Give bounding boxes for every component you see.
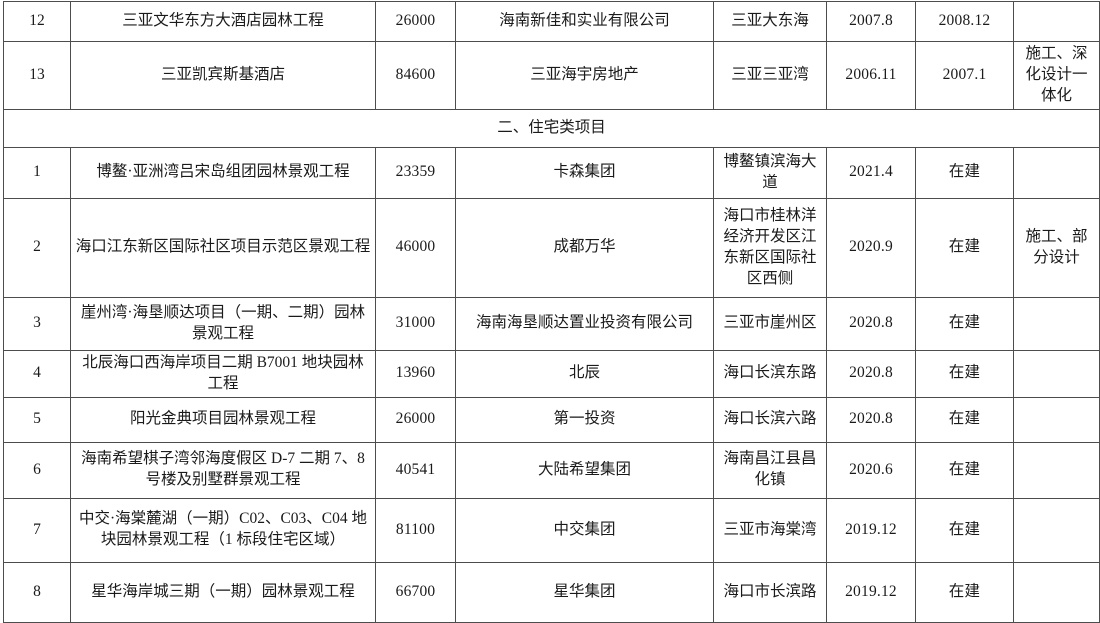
cell-project-name: 海口江东新区国际社区项目示范区景观工程 [70, 197, 376, 298]
cell-area: 84600 [375, 41, 456, 110]
cell-remark [1013, 296, 1100, 351]
table-row: 2 海口江东新区国际社区项目示范区景观工程 46000 成都万华 海口市桂林洋经济开发区… [3, 197, 1100, 298]
cell-location: 海南昌江县昌化镇 [713, 441, 827, 499]
cell-serial-number: 8 [3, 561, 71, 623]
cell-remark [1013, 1, 1100, 42]
cell-serial-number: 2 [3, 197, 71, 298]
cell-area: 26000 [375, 396, 456, 443]
cell-location: 三亚市海棠湾 [713, 497, 827, 563]
cell-area: 46000 [375, 197, 456, 298]
cell-serial-number: 1 [3, 146, 71, 199]
table-row: 13 三亚凯宾斯基酒店 84600 三亚海宇房地产 三亚三亚湾 2006.11 2007.1… [3, 41, 1100, 110]
cell-remark: 施工、深化设计一体化 [1013, 41, 1100, 110]
cell-owner: 星华集团 [455, 561, 714, 623]
table-row: 3 崖州湾·海垦顺达项目（一期、二期）园林景观工程 31000 海南海垦顺达置业投资有… [3, 296, 1100, 351]
cell-project-name: 三亚文华东方大酒店园林工程 [70, 1, 376, 42]
cell-location: 海口市桂林洋经济开发区江东新区国际社区西侧 [713, 197, 827, 298]
cell-owner: 海南新佳和实业有限公司 [455, 1, 714, 42]
cell-owner: 大陆希望集团 [455, 441, 714, 499]
cell-project-name: 中交·海棠麓湖（一期）C02、C03、C04 地块园林景观工程（1 标段住宅区域… [70, 497, 376, 563]
cell-area: 81100 [375, 497, 456, 563]
cell-project-name: 崖州湾·海垦顺达项目（一期、二期）园林景观工程 [70, 296, 376, 351]
cell-serial-number: 3 [3, 296, 71, 351]
cell-start-date: 2019.12 [826, 497, 916, 563]
cell-end-date: 在建 [915, 396, 1014, 443]
cell-start-date: 2020.6 [826, 441, 916, 499]
cell-area: 13960 [375, 349, 456, 398]
cell-end-date: 2007.1 [915, 41, 1014, 110]
cell-end-date: 在建 [915, 497, 1014, 563]
cell-owner: 第一投资 [455, 396, 714, 443]
cell-end-date: 在建 [915, 441, 1014, 499]
cell-serial-number: 13 [3, 41, 71, 110]
cell-project-name: 星华海岸城三期（一期）园林景观工程 [70, 561, 376, 623]
cell-location: 海口长滨东路 [713, 349, 827, 398]
cell-serial-number: 5 [3, 396, 71, 443]
table-row: 5 阳光金典项目园林景观工程 26000 第一投资 海口长滨六路 2020.8 在建 [3, 396, 1100, 443]
table-row: 6 海南希望棋子湾邻海度假区 D-7 二期 7、8 号楼及别墅群景观工程 40541… [3, 441, 1100, 499]
cell-start-date: 2020.9 [826, 197, 916, 298]
project-list-table: 12 三亚文华东方大酒店园林工程 26000 海南新佳和实业有限公司 三亚大东海 2007… [3, 1, 1100, 623]
cell-location: 海口长滨六路 [713, 396, 827, 443]
cell-project-name: 三亚凯宾斯基酒店 [70, 41, 376, 110]
cell-area: 23359 [375, 146, 456, 199]
cell-end-date: 在建 [915, 197, 1014, 298]
cell-start-date: 2020.8 [826, 349, 916, 398]
cell-location: 三亚三亚湾 [713, 41, 827, 110]
cell-remark [1013, 441, 1100, 499]
cell-owner: 成都万华 [455, 197, 714, 298]
cell-location: 三亚大东海 [713, 1, 827, 42]
cell-end-date: 在建 [915, 296, 1014, 351]
table-body: 12 三亚文华东方大酒店园林工程 26000 海南新佳和实业有限公司 三亚大东海 2007… [3, 1, 1100, 623]
cell-remark [1013, 349, 1100, 398]
cell-start-date: 2007.8 [826, 1, 916, 42]
cell-start-date: 2019.12 [826, 561, 916, 623]
cell-serial-number: 7 [3, 497, 71, 563]
cell-project-name: 博鳌·亚洲湾吕宋岛组团园林景观工程 [70, 146, 376, 199]
cell-location: 海口市长滨路 [713, 561, 827, 623]
table-row: 1 博鳌·亚洲湾吕宋岛组团园林景观工程 23359 卡森集团 博鳌镇滨海大道 2021.4… [3, 146, 1100, 199]
cell-remark [1013, 396, 1100, 443]
cell-start-date: 2020.8 [826, 396, 916, 443]
cell-owner: 中交集团 [455, 497, 714, 563]
cell-end-date: 在建 [915, 561, 1014, 623]
cell-location: 博鳌镇滨海大道 [713, 146, 827, 199]
table-row: 8 星华海岸城三期（一期）园林景观工程 66700 星华集团 海口市长滨路 2019.12… [3, 561, 1100, 623]
cell-end-date: 在建 [915, 349, 1014, 398]
cell-owner: 三亚海宇房地产 [455, 41, 714, 110]
cell-start-date: 2006.11 [826, 41, 916, 110]
cell-owner: 北辰 [455, 349, 714, 398]
section-title: 二、住宅类项目 [3, 108, 1100, 148]
cell-end-date: 2008.12 [915, 1, 1014, 42]
cell-owner: 海南海垦顺达置业投资有限公司 [455, 296, 714, 351]
cell-serial-number: 4 [3, 349, 71, 398]
cell-location: 三亚市崖州区 [713, 296, 827, 351]
cell-area: 31000 [375, 296, 456, 351]
cell-start-date: 2021.4 [826, 146, 916, 199]
section-header-row: 二、住宅类项目 [3, 108, 1100, 148]
table-row: 12 三亚文华东方大酒店园林工程 26000 海南新佳和实业有限公司 三亚大东海 2007… [3, 1, 1100, 42]
cell-remark [1013, 497, 1100, 563]
cell-start-date: 2020.8 [826, 296, 916, 351]
cell-remark [1013, 146, 1100, 199]
table-row: 7 中交·海棠麓湖（一期）C02、C03、C04 地块园林景观工程（1 标段住宅区… [3, 497, 1100, 563]
cell-project-name: 北辰海口西海岸项目二期 B7001 地块园林工程 [70, 349, 376, 398]
cell-serial-number: 12 [3, 1, 71, 42]
cell-serial-number: 6 [3, 441, 71, 499]
cell-area: 66700 [375, 561, 456, 623]
cell-owner: 卡森集团 [455, 146, 714, 199]
cell-end-date: 在建 [915, 146, 1014, 199]
table-row: 4 北辰海口西海岸项目二期 B7001 地块园林工程 13960 北辰 海口长滨东路 20… [3, 349, 1100, 398]
cell-project-name: 海南希望棋子湾邻海度假区 D-7 二期 7、8 号楼及别墅群景观工程 [70, 441, 376, 499]
cell-area: 40541 [375, 441, 456, 499]
cell-remark [1013, 561, 1100, 623]
cell-area: 26000 [375, 1, 456, 42]
cell-project-name: 阳光金典项目园林景观工程 [70, 396, 376, 443]
cell-remark: 施工、部分设计 [1013, 197, 1100, 298]
